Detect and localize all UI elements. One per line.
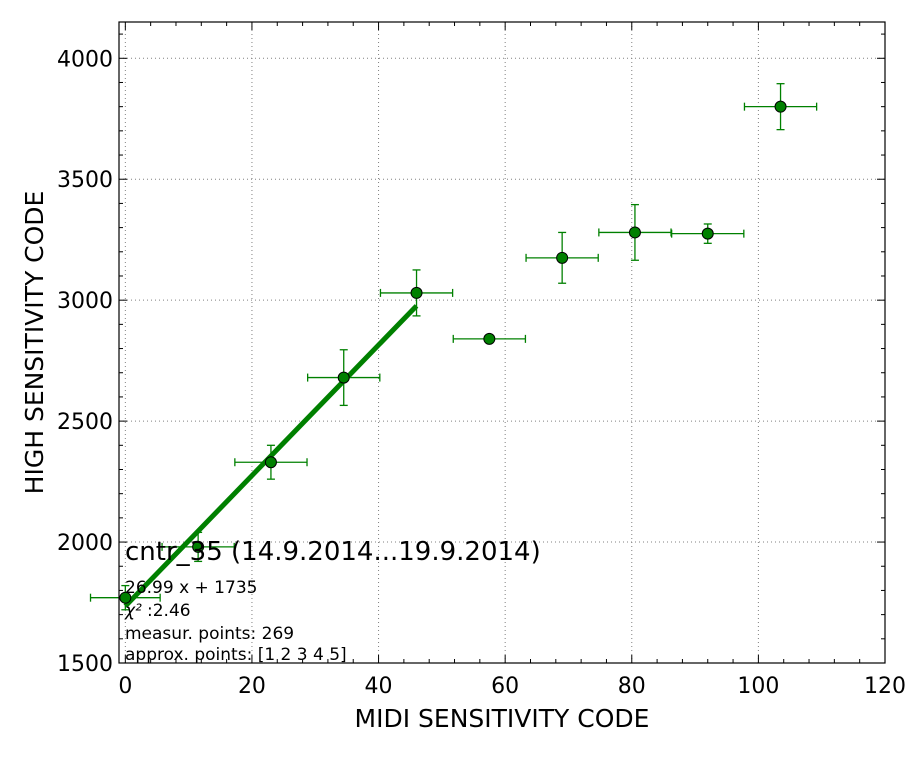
- point-marker: [264, 456, 277, 469]
- x-tick-label: 0: [118, 674, 132, 699]
- plot-frame: [118, 21, 886, 664]
- data-point: [89, 584, 161, 611]
- point-marker: [556, 251, 569, 264]
- point-marker: [483, 332, 496, 345]
- data-point: [161, 531, 235, 563]
- data-point: [234, 444, 308, 480]
- x-tick-label: 60: [491, 674, 519, 699]
- annotation-equation: 26.99 x + 1735: [125, 578, 257, 598]
- x-tick-label: 40: [365, 674, 393, 699]
- data-point: [525, 231, 599, 284]
- annotation-chi2-symbol: χ²: [124, 601, 142, 621]
- point-marker: [337, 371, 350, 384]
- point-marker: [628, 226, 641, 239]
- data-point: [379, 269, 454, 317]
- point-marker: [701, 227, 714, 240]
- x-tick-label: 20: [238, 674, 266, 699]
- y-axis-label: HIGH SENSITIVITY CODE: [20, 191, 49, 495]
- data-point: [671, 223, 745, 244]
- point-marker: [192, 540, 205, 553]
- y-tick-label: 2000: [57, 531, 113, 556]
- y-tick-label: 3500: [57, 168, 113, 193]
- y-tick-label: 1500: [57, 652, 113, 677]
- y-tick-label: 4000: [57, 47, 113, 72]
- x-axis-label: MIDI SENSITIVITY CODE: [355, 704, 650, 733]
- point-marker: [410, 286, 423, 299]
- x-tick-labels: 0 20 40 60 80 100 120: [118, 674, 906, 699]
- data-point: [598, 203, 672, 261]
- x-tick-label: 120: [864, 674, 906, 699]
- data-point: [452, 332, 527, 345]
- annotation-approx-points: approx. points: [1 2 3 4 5]: [125, 645, 347, 665]
- data-point: [743, 83, 818, 131]
- y-tick-label: 3000: [57, 289, 113, 314]
- annotation-title: cntr_35 (14.9.2014...19.9.2014): [125, 537, 541, 567]
- y-tick-labels: 1500 2000 2500 3000 3500 4000: [57, 47, 113, 677]
- x-tick-label: 100: [737, 674, 779, 699]
- minor-ticks: [119, 22, 885, 663]
- point-marker: [774, 100, 787, 113]
- data-points: [89, 83, 818, 611]
- y-tick-label: 2500: [57, 410, 113, 435]
- data-point: [307, 349, 381, 407]
- annotation-chi2-value: :2.46: [147, 601, 191, 621]
- x-tick-label: 80: [618, 674, 646, 699]
- annotation-measur-points: measur. points: 269: [125, 624, 294, 644]
- point-marker: [119, 591, 132, 604]
